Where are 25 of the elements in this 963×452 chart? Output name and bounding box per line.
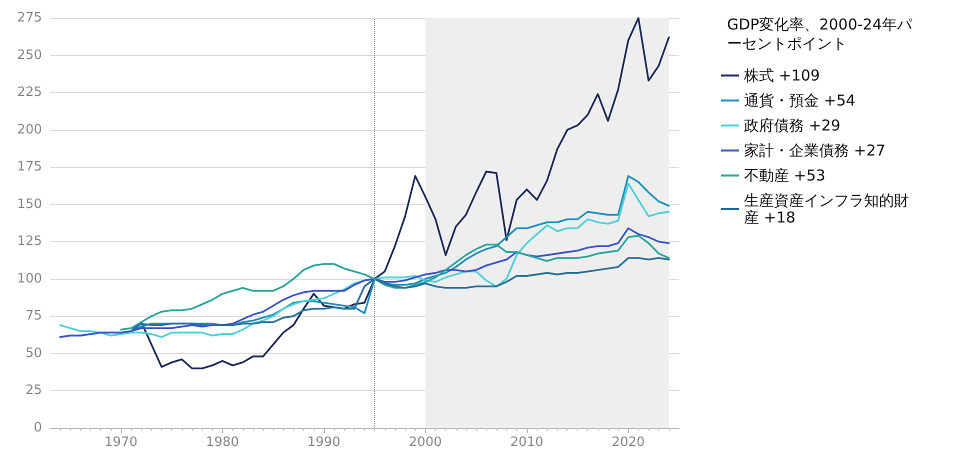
y-tick-label: 250 xyxy=(17,48,42,63)
y-tick-label: 0 xyxy=(34,420,42,436)
y-tick-label: 75 xyxy=(25,308,42,324)
y-tick-label: 200 xyxy=(17,122,42,138)
x-tick-label: 1970 xyxy=(104,435,138,450)
legend-label: 不動産 +53 xyxy=(744,166,826,184)
legend-label: 家計・企業債務 +27 xyxy=(744,142,886,160)
y-tick-label: 175 xyxy=(17,160,42,175)
x-tick-label: 2020 xyxy=(612,435,645,450)
x-tick-label: 2010 xyxy=(510,435,544,450)
x-tick-label: 2000 xyxy=(408,435,442,450)
legend-label: 株式 +109 xyxy=(743,66,820,84)
legend-label: 政府債務 +29 xyxy=(744,116,840,134)
y-tick-label: 50 xyxy=(25,346,42,361)
x-tick-label: 1980 xyxy=(206,435,240,450)
y-tick-label: 150 xyxy=(17,196,42,212)
y-tick-label: 225 xyxy=(17,85,42,100)
x-tick-label: 1990 xyxy=(307,435,340,450)
legend-label: 通貨・預金 +54 xyxy=(744,92,856,110)
legend-label: 生産資産インフラ知的財産 +18 xyxy=(744,192,909,226)
y-tick-label: 25 xyxy=(25,383,42,398)
y-tick-label: 125 xyxy=(17,234,42,250)
y-tick-label: 275 xyxy=(17,10,42,26)
y-tick-label: 100 xyxy=(17,271,42,286)
legend-title: GDP変化率、2000-24年パーセントポイント xyxy=(727,16,913,52)
